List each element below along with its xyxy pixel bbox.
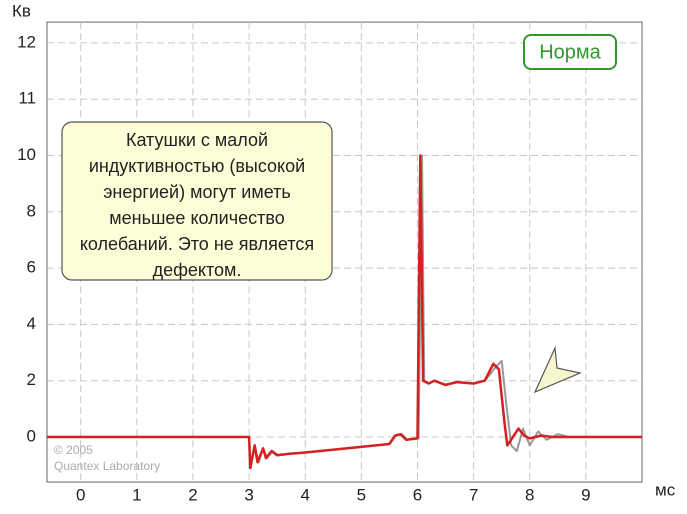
badge-box bbox=[523, 34, 617, 70]
x-tick-label: 6 bbox=[413, 486, 422, 505]
y-tick-label: 10 bbox=[17, 145, 36, 164]
x-tick-label: 7 bbox=[469, 486, 478, 505]
y-tick-label: 2 bbox=[27, 370, 36, 389]
badge: Норма bbox=[539, 41, 601, 63]
y-tick-label: 6 bbox=[27, 258, 36, 277]
x-tick-label: 4 bbox=[300, 486, 309, 505]
series-line bbox=[47, 154, 642, 470]
x-tick-label: 5 bbox=[357, 486, 366, 505]
y-tick-label: 11 bbox=[18, 89, 36, 108]
callout-line: колебаний. Это не является bbox=[80, 234, 314, 254]
y-tick-label: 4 bbox=[27, 314, 36, 333]
x-tick-label: 9 bbox=[581, 486, 590, 505]
x-tick-label: 3 bbox=[244, 486, 253, 505]
callout-line: Катушки с малой bbox=[126, 130, 268, 150]
x-tick-label: 2 bbox=[188, 486, 197, 505]
x-tick-label: 8 bbox=[525, 486, 534, 505]
x-axis-label: мс bbox=[655, 480, 676, 499]
y-tick-label: 12 bbox=[17, 32, 36, 51]
copyright: © 2005 bbox=[54, 443, 93, 457]
callout-line: индуктивностью (высокой bbox=[89, 156, 305, 176]
callout-line: меньшее количество bbox=[109, 208, 284, 228]
y-tick-label: 0 bbox=[27, 426, 36, 445]
pointer-arrow bbox=[533, 345, 582, 394]
x-tick-label: 0 bbox=[76, 486, 85, 505]
callout-line: энергией) могут иметь bbox=[103, 182, 291, 202]
y-axis-label: Кв bbox=[12, 1, 31, 20]
callout-line: дефектом. bbox=[153, 260, 242, 280]
copyright: Quantex Laboratory bbox=[54, 459, 160, 473]
callout-box bbox=[61, 121, 333, 281]
x-tick-label: 1 bbox=[132, 486, 141, 505]
y-tick-label: 8 bbox=[27, 201, 36, 220]
